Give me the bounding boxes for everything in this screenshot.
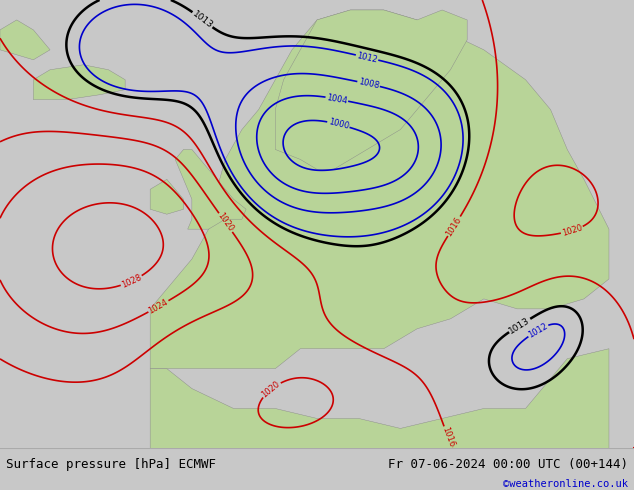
- Polygon shape: [0, 20, 50, 60]
- Polygon shape: [150, 349, 609, 448]
- Text: 1016: 1016: [444, 215, 463, 238]
- Polygon shape: [150, 179, 183, 214]
- Text: Surface pressure [hPa] ECMWF: Surface pressure [hPa] ECMWF: [6, 458, 216, 471]
- Text: 1028: 1028: [120, 272, 143, 290]
- Polygon shape: [275, 10, 467, 170]
- Text: Fr 07-06-2024 00:00 UTC (00+144): Fr 07-06-2024 00:00 UTC (00+144): [387, 458, 628, 471]
- Text: 1020: 1020: [260, 379, 282, 399]
- Text: 1000: 1000: [327, 118, 350, 131]
- Polygon shape: [175, 149, 246, 229]
- Text: ©weatheronline.co.uk: ©weatheronline.co.uk: [503, 479, 628, 489]
- Text: 1020: 1020: [560, 223, 583, 238]
- Polygon shape: [150, 10, 609, 368]
- Polygon shape: [34, 65, 125, 99]
- Text: 1020: 1020: [216, 211, 235, 234]
- Text: 1016: 1016: [440, 426, 456, 449]
- Text: 1012: 1012: [356, 51, 378, 64]
- Text: 1008: 1008: [358, 77, 380, 91]
- Text: 1013: 1013: [507, 316, 532, 335]
- Text: 1013: 1013: [191, 9, 214, 30]
- Text: 1012: 1012: [527, 321, 549, 340]
- Text: 1004: 1004: [326, 93, 348, 105]
- Text: 1024: 1024: [147, 297, 170, 316]
